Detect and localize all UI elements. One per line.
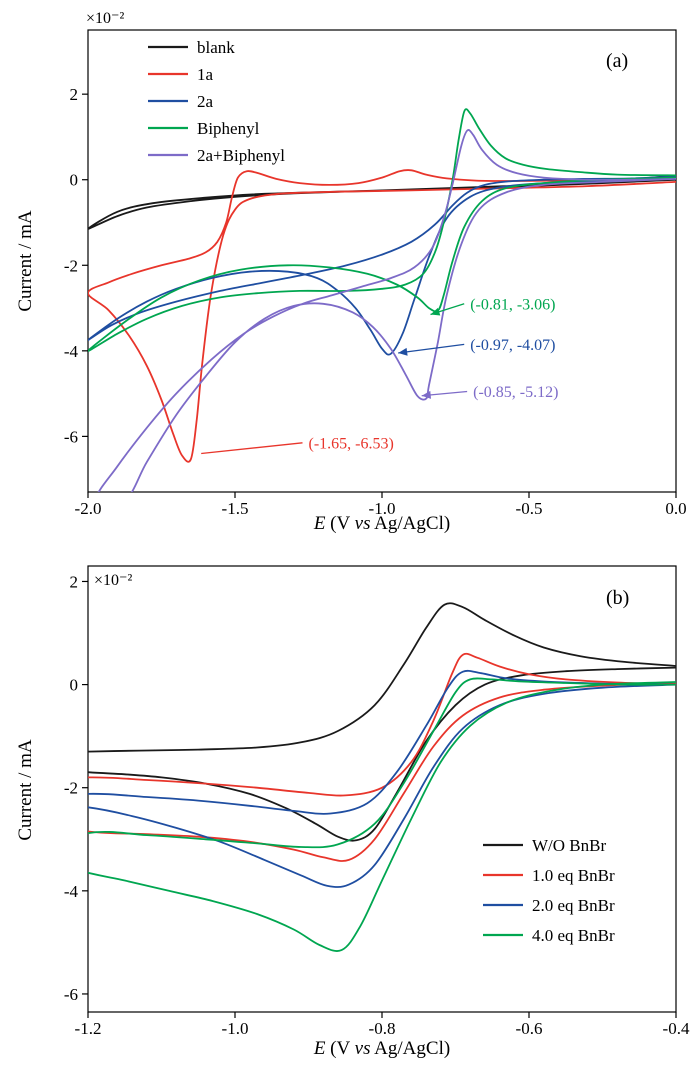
legend-label: 4.0 eq BnBr	[532, 926, 615, 945]
series-curve-1-0-eq-bnbr	[88, 652, 676, 862]
legend-label: Biphenyl	[197, 119, 260, 138]
x-tick-label: -1.2	[75, 1019, 102, 1038]
y-tick-label: 2	[70, 572, 79, 591]
annotation-text: (-0.97, -4.07)	[470, 337, 555, 354]
annotation-leader	[201, 442, 303, 455]
annotation-arrowhead	[421, 390, 432, 399]
plot-b-canvas: -1.2 -1.0 -0.8 -0.6 -0.4 2 0 -2 -4 -6 W/O BnBr 1.0 …	[64, 565, 690, 1038]
x-tick-label: -1.5	[222, 499, 249, 518]
x-axis-label-a: E (V vs Ag/AgCl)	[314, 513, 450, 535]
x-tick-label: -0.6	[516, 1019, 543, 1038]
legend-label: 1a	[197, 65, 214, 84]
y-tick-label: 0	[70, 676, 79, 695]
panel-a: -2.0 -1.5 -1.0 -0.5 0.0 2 0 -2 -4 -6 blank 1a 2a Biph…	[15, 10, 687, 535]
plot-a-canvas: -2.0 -1.5 -1.0 -0.5 0.0 2 0 -2 -4 -6 blank 1a 2a Biph…	[64, 29, 687, 518]
series-curve-2-0-eq-bnbr	[88, 669, 676, 888]
series-curve-biphenyl	[88, 108, 676, 352]
x-tick-label: 0.0	[665, 499, 686, 518]
x-axis-label-b: E (V vs Ag/AgCl)	[314, 1038, 450, 1060]
panel-label-b: (b)	[606, 587, 630, 609]
x-axis-vs-a: vs	[354, 513, 371, 534]
x-tick-label: -0.8	[369, 1019, 396, 1038]
y-tick-label: 2	[70, 85, 79, 104]
legend-label: 1.0 eq BnBr	[532, 866, 615, 885]
y-tick-label: 0	[70, 171, 79, 190]
annotation-text: (-0.85, -5.12)	[473, 384, 558, 401]
y-offset-label-b: ×10⁻²	[94, 572, 133, 589]
x-axis-unit-post-b: Ag/AgCl)	[374, 1038, 451, 1059]
y-tick-label: -6	[64, 427, 78, 446]
annotation-arrowhead	[398, 347, 408, 356]
x-axis-unit-post-a: Ag/AgCl)	[374, 513, 451, 534]
y-offset-label-a: ×10⁻²	[86, 10, 125, 27]
x-axis-symbol-b: E	[313, 1038, 326, 1059]
y-axis-label-b: Current / mA	[15, 739, 36, 841]
legend-label: W/O BnBr	[532, 836, 606, 855]
annotation-leader	[398, 343, 465, 354]
panel-label-a: (a)	[606, 50, 629, 72]
y-axis-label-a: Current / mA	[15, 210, 36, 312]
x-tick-label: -0.4	[663, 1019, 690, 1038]
plot-frame	[87, 565, 677, 1013]
series-curve-4-0-eq-bnbr	[88, 677, 676, 952]
x-tick-label: -1.0	[369, 499, 396, 518]
series-curve-2a-biphenyl	[97, 129, 676, 492]
annotation-text: (-1.65, -6.53)	[309, 435, 394, 452]
legend-label: blank	[197, 38, 235, 57]
series-curve-1a	[88, 169, 676, 463]
x-tick-label: -0.5	[516, 499, 543, 518]
series-curve-blank	[88, 174, 676, 230]
legend-label: 2a+Biphenyl	[197, 146, 285, 165]
annotation-text: (-0.81, -3.06)	[470, 296, 555, 313]
x-axis-vs-b: vs	[354, 1038, 371, 1059]
y-tick-label: -2	[64, 779, 78, 798]
x-axis-unit-pre-b: (V	[330, 1038, 350, 1059]
x-axis-unit-pre-a: (V	[330, 513, 350, 534]
y-tick-label: -4	[64, 882, 79, 901]
series-curve-w-o-bnbr	[88, 602, 676, 842]
y-tick-label: -2	[64, 256, 78, 275]
y-tick-label: -6	[64, 985, 78, 1004]
y-tick-label: -4	[64, 342, 79, 361]
annotation-arrowhead	[430, 307, 441, 316]
legend-label: 2.0 eq BnBr	[532, 896, 615, 915]
legend-label: 2a	[197, 92, 214, 111]
panel-b: -1.2 -1.0 -0.8 -0.6 -0.4 2 0 -2 -4 -6 W/O BnBr 1.0 …	[0, 537, 700, 1073]
x-tick-label: -2.0	[75, 499, 102, 518]
x-tick-label: -1.0	[222, 1019, 249, 1038]
x-axis-symbol-a: E	[313, 513, 326, 534]
